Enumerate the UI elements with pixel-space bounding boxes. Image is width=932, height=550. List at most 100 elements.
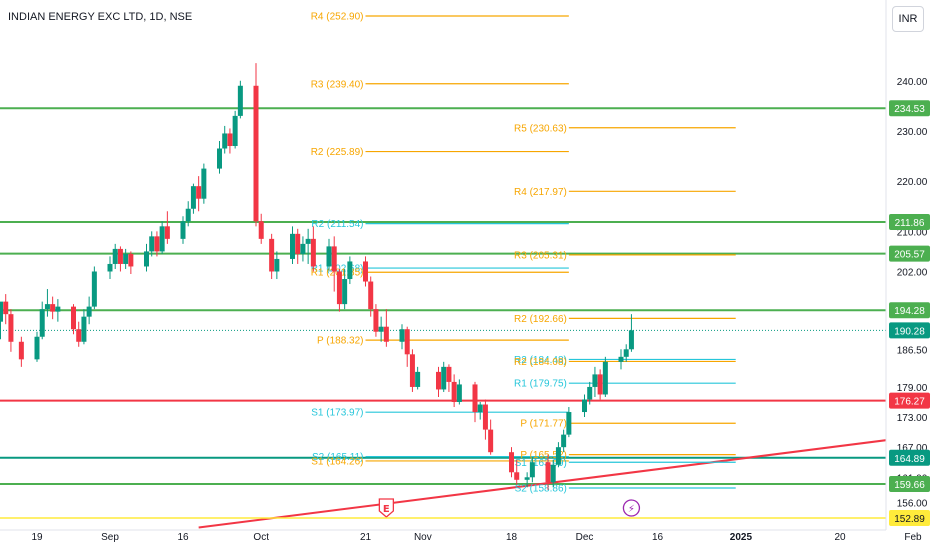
pivot-label: P (188.32) [317,336,364,347]
candle-body [383,326,389,342]
candle [50,296,56,320]
candle [55,299,61,322]
candle [550,459,556,488]
candle [8,309,14,352]
candle [217,140,222,174]
candle-body [597,374,603,395]
candle [592,366,598,397]
candle-body [8,314,14,342]
candle-body [566,412,572,435]
candle [436,366,441,397]
x-tick-label: Feb [904,532,922,543]
candle-body [415,371,421,387]
candle-body [436,371,441,390]
candle-body [34,336,40,360]
candle-body [477,404,483,413]
candle-body [363,261,368,282]
candle [514,459,520,485]
pivot-label: R4 (252.90) [311,12,364,23]
candle-body [107,263,113,272]
pivot-label: P (165.52) [520,450,567,461]
candle [509,447,514,478]
candle-body [50,304,56,312]
event-glyph: E [383,504,390,515]
candle-body [0,301,3,322]
candle-body [117,248,123,264]
candle [196,176,202,212]
pivot-label: S2 (158.86) [515,484,567,495]
candle [117,246,123,272]
candle-body [76,329,82,342]
candle-body [482,404,488,430]
candle [154,231,160,257]
candle-body [488,429,494,453]
candle-body [441,366,447,390]
candle-body [164,226,170,239]
candle-body [628,330,634,350]
pivot-label: R5 (230.63) [514,123,567,134]
price-tag-label: 194.28 [894,306,925,317]
price-tag-label: 211.86 [895,218,925,229]
chart-title: INDIAN ENERGY EXC LTD, 1D, NSE [8,11,193,23]
candle-body [472,384,478,413]
candle [112,243,118,269]
pivot-label: R1 (202.68) [311,264,364,275]
candle [91,266,97,310]
candle [446,364,452,392]
currency-button[interactable]: INR [892,6,924,32]
candle-body [514,472,520,480]
candle [253,63,259,227]
candle [561,429,567,453]
x-tick-label: 18 [506,532,518,543]
price-tag-label: 164.89 [894,454,925,465]
candle [290,226,295,264]
candle [144,243,149,272]
price-tag-label: 234.53 [894,104,925,115]
price-tag-bg [889,449,930,466]
y-tick-label: 179.00 [897,383,928,394]
candle-body [336,271,342,305]
pivot-label: R2 (184.48) [514,355,567,366]
event-glyph: ⚡ [628,504,635,515]
candle [342,268,348,310]
candle [258,213,264,244]
price-tag-bg [889,245,930,262]
candle [39,301,45,340]
candle-body [331,246,337,272]
candle [128,251,134,275]
candle-body [310,238,316,267]
x-tick-label: 16 [177,532,189,543]
candle-body [409,354,415,387]
candle [336,268,342,312]
candle [368,276,374,317]
y-tick-label: 240.00 [897,77,928,88]
candle-body [545,462,551,483]
candle [456,379,462,405]
candle [222,125,228,154]
candle-body [91,271,97,307]
price-tag: 164.89 [889,449,930,466]
candle-body [144,251,149,267]
candle-body [232,115,238,147]
candle-body [618,356,624,362]
candle [227,128,233,154]
candle [555,442,561,468]
candle-body [378,326,384,332]
candle-body [258,221,264,239]
candle [623,344,629,362]
candle-body [222,133,228,149]
candle-body [623,349,629,357]
candle-body [86,306,92,317]
candle-body [509,452,514,473]
candle-body [602,361,608,395]
price-tag: 159.66 [889,476,930,493]
candle-body [295,233,301,254]
candle-body [446,366,452,382]
candle-body [550,464,556,483]
candle-body [55,306,61,312]
pivot-label: R1 (179.75) [514,379,567,390]
candle [149,231,155,257]
pivot-label: R3 (205.31) [514,250,567,261]
candle-body [269,238,275,272]
